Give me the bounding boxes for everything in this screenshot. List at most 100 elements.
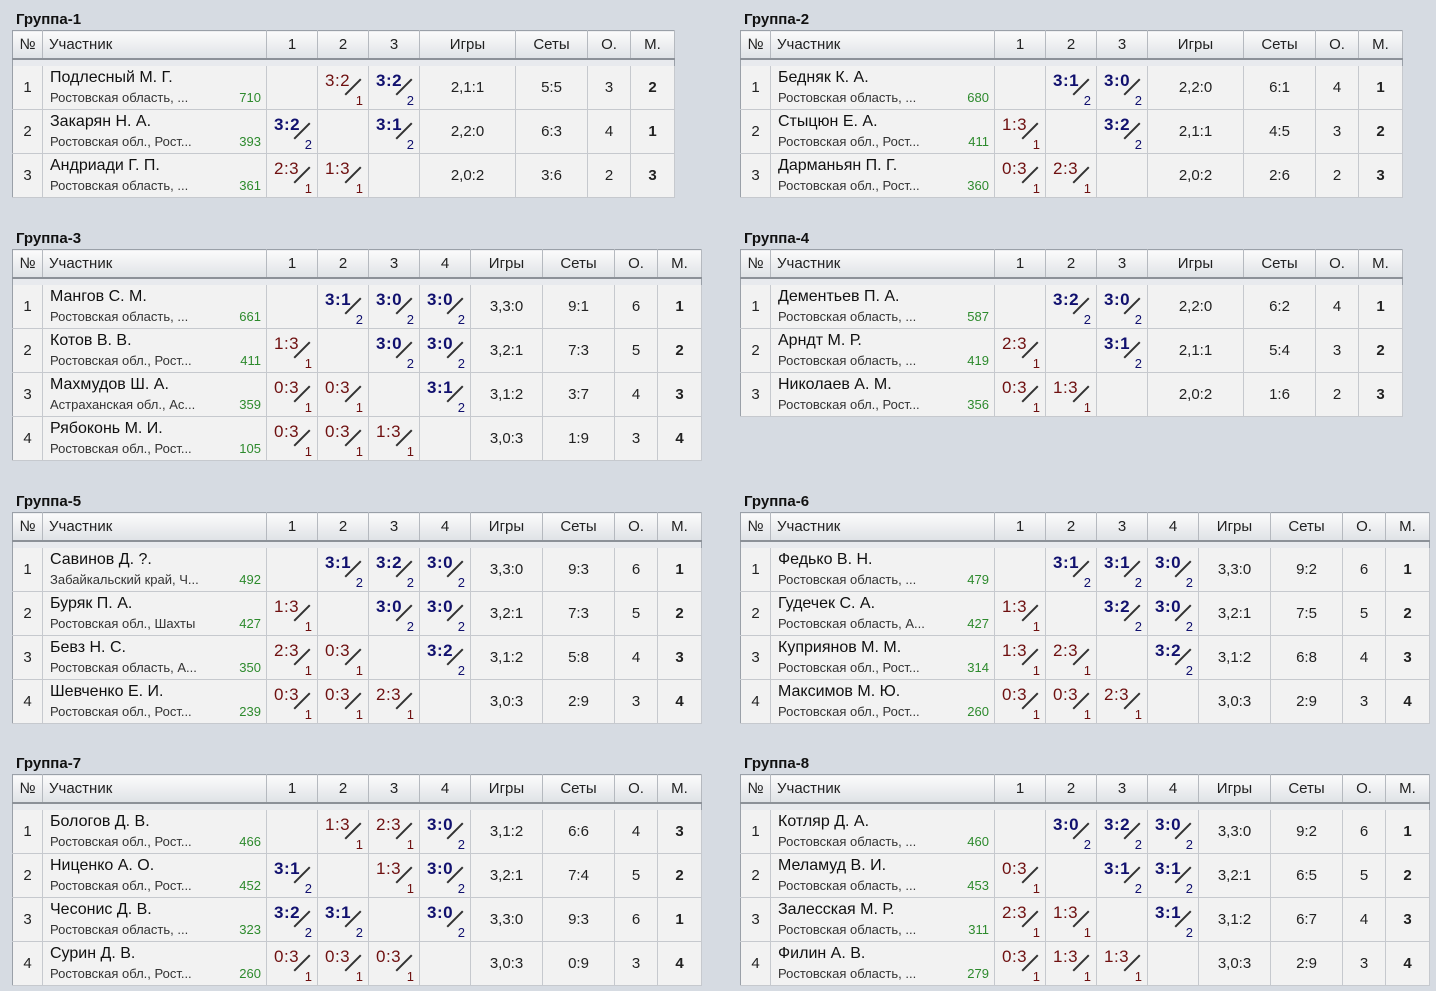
table-row[interactable]: 1 Котляр Д. А. Ростовская область, ... 460 3… xyxy=(740,810,1430,854)
table-row[interactable]: 3 Андриади Г. П. Ростовская область, ... 36… xyxy=(12,153,675,198)
match-result-cell[interactable]: 3:2 2 xyxy=(368,548,420,592)
table-row[interactable]: 1 Бологов Д. В. Ростовская обл., Рост... 46… xyxy=(12,810,702,854)
col-header-num[interactable]: № xyxy=(740,512,771,542)
player-name[interactable]: Котляр Д. А. xyxy=(778,813,870,830)
player-name[interactable]: Дементьев П. А. xyxy=(778,288,900,305)
col-header-points[interactable]: О. xyxy=(1342,774,1386,804)
col-header-opponent[interactable]: 2 xyxy=(317,512,369,542)
col-header-games[interactable]: Игры xyxy=(1198,774,1271,804)
match-result-cell[interactable]: 3:1 2 xyxy=(1045,66,1097,110)
participant-cell[interactable]: Андриади Г. П. Ростовская область, ... 361 xyxy=(42,153,267,198)
match-result-cell[interactable]: 2:3 1 xyxy=(368,810,420,854)
col-header-opponent[interactable]: 3 xyxy=(368,30,420,60)
player-name[interactable]: Максимов М. Ю. xyxy=(778,683,901,700)
match-result-cell[interactable]: 3:1 2 xyxy=(1147,853,1199,898)
col-header-num[interactable]: № xyxy=(12,30,43,60)
match-result-cell[interactable]: 3:1 2 xyxy=(1045,548,1097,592)
player-name[interactable]: Подлесный М. Г. xyxy=(50,69,173,86)
col-header-sets[interactable]: Сеты xyxy=(1243,30,1316,60)
col-header-points[interactable]: О. xyxy=(587,30,631,60)
col-header-num[interactable]: № xyxy=(740,30,771,60)
match-result-cell[interactable]: 3:2 2 xyxy=(266,109,318,154)
table-row[interactable]: 3 Николаев А. М. Ростовская обл., Рост... 3… xyxy=(740,372,1403,417)
match-result-cell[interactable]: 1:3 1 xyxy=(994,635,1046,680)
col-header-sets[interactable]: Сеты xyxy=(1270,512,1343,542)
col-header-participant[interactable]: Участник xyxy=(42,249,267,279)
player-name[interactable]: Куприянов М. М. xyxy=(778,639,902,656)
match-result-cell[interactable]: 3:0 2 xyxy=(419,328,471,373)
match-result-cell[interactable]: 3:1 2 xyxy=(419,372,471,417)
table-row[interactable]: 2 Закарян Н. А. Ростовская обл., Рост... 39… xyxy=(12,109,675,154)
participant-cell[interactable]: Николаев А. М. Ростовская обл., Рост... 35… xyxy=(770,372,995,417)
col-header-opponent[interactable]: 1 xyxy=(266,774,318,804)
match-result-cell[interactable]: 3:0 2 xyxy=(419,548,471,592)
table-row[interactable]: 2 Буряк П. А. Ростовская обл., Шахты 427 1:3… xyxy=(12,591,702,636)
col-header-opponent[interactable]: 3 xyxy=(1096,774,1148,804)
col-header-points[interactable]: О. xyxy=(1315,249,1359,279)
player-name[interactable]: Арндт М. Р. xyxy=(778,332,862,349)
participant-cell[interactable]: Залесская М. Р. Ростовская область, ... 31… xyxy=(770,897,995,942)
table-row[interactable]: 3 Бевз Н. С. Ростовская область, А... 350 2:… xyxy=(12,635,702,680)
table-row[interactable]: 1 Дементьев П. А. Ростовская область, ... 5… xyxy=(740,285,1403,329)
match-result-cell[interactable]: 2:3 1 xyxy=(994,897,1046,942)
participant-cell[interactable]: Бологов Д. В. Ростовская обл., Рост... 466 xyxy=(42,810,267,854)
match-result-cell[interactable]: 1:3 1 xyxy=(317,153,369,198)
participant-cell[interactable]: Сурин Д. В. Ростовская обл., Рост... 260 xyxy=(42,941,267,986)
match-result-cell[interactable]: 0:3 1 xyxy=(266,679,318,724)
match-result-cell[interactable]: 3:1 2 xyxy=(1096,853,1148,898)
table-row[interactable]: 1 Савинов Д. ?. Забайкальский край, Ч... 49… xyxy=(12,548,702,592)
col-header-opponent[interactable]: 2 xyxy=(1045,512,1097,542)
col-header-participant[interactable]: Участник xyxy=(770,249,995,279)
match-result-cell[interactable]: 3:0 2 xyxy=(419,810,471,854)
col-header-participant[interactable]: Участник xyxy=(42,774,267,804)
match-result-cell[interactable]: 3:0 2 xyxy=(368,591,420,636)
participant-cell[interactable]: Бедняк К. А. Ростовская область, ... 680 xyxy=(770,66,995,110)
col-header-sets[interactable]: Сеты xyxy=(542,512,615,542)
col-header-points[interactable]: О. xyxy=(1315,30,1359,60)
match-result-cell[interactable]: 1:3 1 xyxy=(368,416,420,461)
col-header-points[interactable]: О. xyxy=(614,512,658,542)
table-row[interactable]: 3 Чесонис Д. В. Ростовская область, ... 323… xyxy=(12,897,702,942)
player-name[interactable]: Залесская М. Р. xyxy=(778,901,895,918)
table-row[interactable]: 4 Рябоконь М. И. Ростовская обл., Рост... 1… xyxy=(12,416,702,461)
match-result-cell[interactable]: 3:0 2 xyxy=(1147,548,1199,592)
player-name[interactable]: Федько В. Н. xyxy=(778,551,873,568)
col-header-participant[interactable]: Участник xyxy=(770,30,995,60)
table-row[interactable]: 2 Арндт М. Р. Ростовская область, ... 419 2:… xyxy=(740,328,1403,373)
player-name[interactable]: Чесонис Д. В. xyxy=(50,901,152,918)
col-header-opponent[interactable]: 2 xyxy=(317,30,369,60)
col-header-opponent[interactable]: 1 xyxy=(994,512,1046,542)
col-header-opponent[interactable]: 4 xyxy=(419,512,471,542)
table-row[interactable]: 1 Мангов С. М. Ростовская область, ... 661 3… xyxy=(12,285,702,329)
player-name[interactable]: Котов В. В. xyxy=(50,332,132,349)
player-name[interactable]: Андриади Г. П. xyxy=(50,157,160,174)
match-result-cell[interactable]: 2:3 1 xyxy=(266,153,318,198)
match-result-cell[interactable]: 3:1 2 xyxy=(1147,897,1199,942)
participant-cell[interactable]: Бевз Н. С. Ростовская область, А... 350 xyxy=(42,635,267,680)
match-result-cell[interactable]: 2:3 1 xyxy=(368,679,420,724)
match-result-cell[interactable]: 3:2 1 xyxy=(317,66,369,110)
table-row[interactable]: 3 Куприянов М. М. Ростовская обл., Рост...… xyxy=(740,635,1430,680)
player-name[interactable]: Буряк П. А. xyxy=(50,595,133,612)
match-result-cell[interactable]: 3:0 2 xyxy=(419,897,471,942)
col-header-participant[interactable]: Участник xyxy=(770,774,995,804)
col-header-opponent[interactable]: 2 xyxy=(317,249,369,279)
participant-cell[interactable]: Куприянов М. М. Ростовская обл., Рост... 3… xyxy=(770,635,995,680)
col-header-games[interactable]: Игры xyxy=(470,774,543,804)
participant-cell[interactable]: Подлесный М. Г. Ростовская область, ... 71… xyxy=(42,66,267,110)
table-row[interactable]: 4 Максимов М. Ю. Ростовская обл., Рост... 2… xyxy=(740,679,1430,724)
participant-cell[interactable]: Ниценко А. О. Ростовская обл., Рост... 452 xyxy=(42,853,267,898)
match-result-cell[interactable]: 1:3 1 xyxy=(266,591,318,636)
table-row[interactable]: 2 Меламуд В. И. Ростовская область, ... 453… xyxy=(740,853,1430,898)
match-result-cell[interactable]: 1:3 1 xyxy=(1045,941,1097,986)
table-row[interactable]: 4 Шевченко Е. И. Ростовская обл., Рост... 2… xyxy=(12,679,702,724)
col-header-games[interactable]: Игры xyxy=(470,249,543,279)
col-header-place[interactable]: М. xyxy=(657,774,702,804)
match-result-cell[interactable]: 0:3 1 xyxy=(317,679,369,724)
col-header-participant[interactable]: Участник xyxy=(42,30,267,60)
match-result-cell[interactable]: 1:3 1 xyxy=(1096,941,1148,986)
match-result-cell[interactable]: 2:3 1 xyxy=(1045,153,1097,198)
participant-cell[interactable]: Гудечек С. А. Ростовская область, А... 427 xyxy=(770,591,995,636)
participant-cell[interactable]: Шевченко Е. И. Ростовская обл., Рост... 23… xyxy=(42,679,267,724)
col-header-opponent[interactable]: 3 xyxy=(368,512,420,542)
